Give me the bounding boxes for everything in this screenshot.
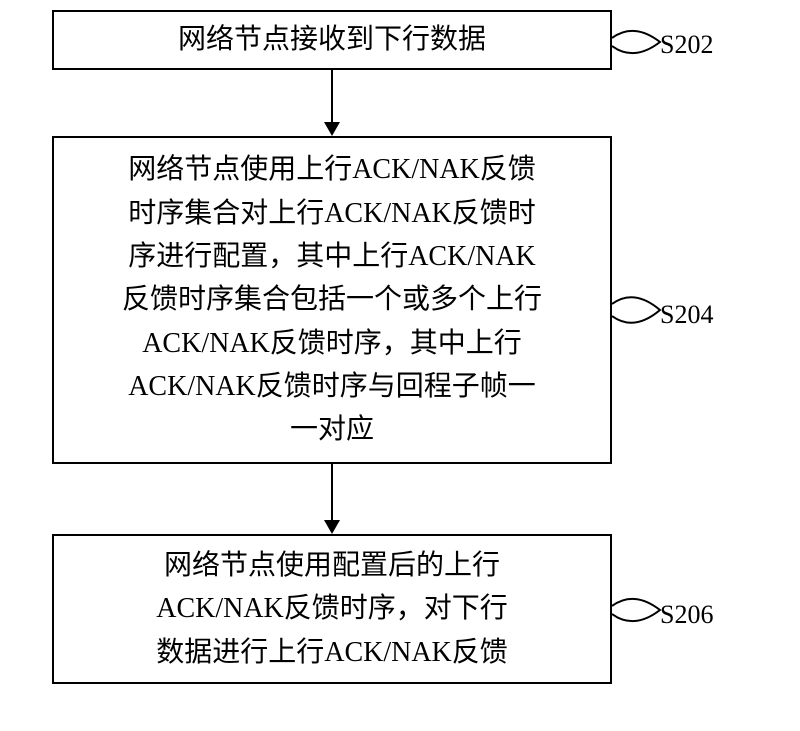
node-text: 网络节点接收到下行数据 <box>178 18 486 61</box>
flowchart-node: 网络节点接收到下行数据 <box>52 10 612 70</box>
flowchart-node: 网络节点使用配置后的上行 ACK/NAK反馈时序，对下行 数据进行上行ACK/N… <box>52 534 612 684</box>
flowchart-arrow <box>331 464 333 520</box>
flowchart-diagram: 网络节点接收到下行数据 S202 网络节点使用上行ACK/NAK反馈 时序集合对… <box>0 0 800 731</box>
step-label: S202 <box>660 30 713 60</box>
flowchart-arrow <box>331 70 333 122</box>
connector-curve <box>612 288 662 332</box>
arrowhead-icon <box>324 122 340 136</box>
step-label: S204 <box>660 300 713 330</box>
node-text: 网络节点使用配置后的上行 ACK/NAK反馈时序，对下行 数据进行上行ACK/N… <box>156 544 508 674</box>
step-label: S206 <box>660 600 713 630</box>
node-text: 网络节点使用上行ACK/NAK反馈 时序集合对上行ACK/NAK反馈时 序进行配… <box>122 148 542 452</box>
flowchart-node: 网络节点使用上行ACK/NAK反馈 时序集合对上行ACK/NAK反馈时 序进行配… <box>52 136 612 464</box>
connector-curve <box>612 22 662 62</box>
arrowhead-icon <box>324 520 340 534</box>
connector-curve <box>612 590 662 630</box>
